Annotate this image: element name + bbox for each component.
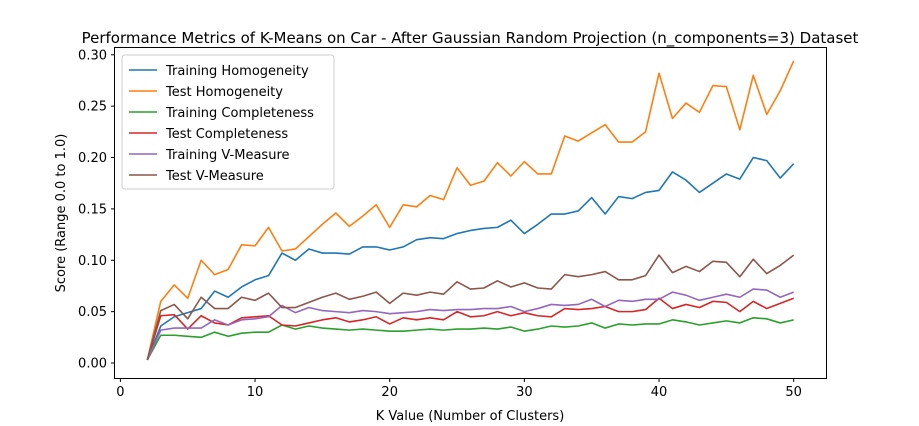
legend-label-0: Training Homogeneity	[165, 64, 309, 79]
legend-label-5: Test V-Measure	[165, 169, 264, 184]
x-axis-ticks: 0 10 20 30 40 50	[116, 378, 802, 400]
series-line-1	[146, 60, 795, 361]
y-tick-label: 0.20	[78, 151, 107, 166]
y-tick-label: 0.10	[78, 254, 107, 269]
legend: Training Homogeneity Test Homogeneity Trai…	[121, 54, 335, 190]
x-tick-label: 40	[651, 385, 668, 400]
x-tick-label: 20	[381, 385, 398, 400]
chart-title: Performance Metrics of K-Means on Car - …	[82, 29, 859, 48]
y-tick-label: 0.15	[78, 202, 107, 217]
y-axis-label: Score (Range 0.0 to 1.0)	[54, 134, 69, 293]
y-axis-ticks: 0.00 0.05 0.10 0.15 0.20 0.25 0.30	[78, 48, 115, 372]
y-tick-label: 0.30	[78, 48, 107, 63]
legend-box	[121, 54, 335, 190]
legend-label-4: Training V-Measure	[165, 148, 290, 163]
y-tick-label: 0.05	[78, 305, 107, 320]
series-line-3	[146, 297, 794, 361]
x-axis-label: K Value (Number of Clusters)	[376, 409, 565, 424]
legend-label-3: Test Completeness	[165, 127, 288, 142]
plot-area	[146, 60, 795, 361]
series-line-4	[146, 288, 794, 361]
x-tick-label: 0	[116, 385, 124, 400]
x-tick-label: 50	[785, 385, 802, 400]
series-line-0	[146, 156, 795, 361]
legend-label-1: Test Homogeneity	[165, 85, 283, 100]
x-tick-label: 30	[516, 385, 533, 400]
y-tick-label: 0.00	[78, 357, 107, 372]
x-tick-label: 10	[247, 385, 264, 400]
plot-frame	[114, 47, 827, 379]
y-tick-label: 0.25	[78, 100, 107, 115]
legend-label-2: Training Completeness	[165, 106, 314, 121]
series-line-2	[146, 316, 794, 361]
series-line-5	[146, 254, 795, 361]
